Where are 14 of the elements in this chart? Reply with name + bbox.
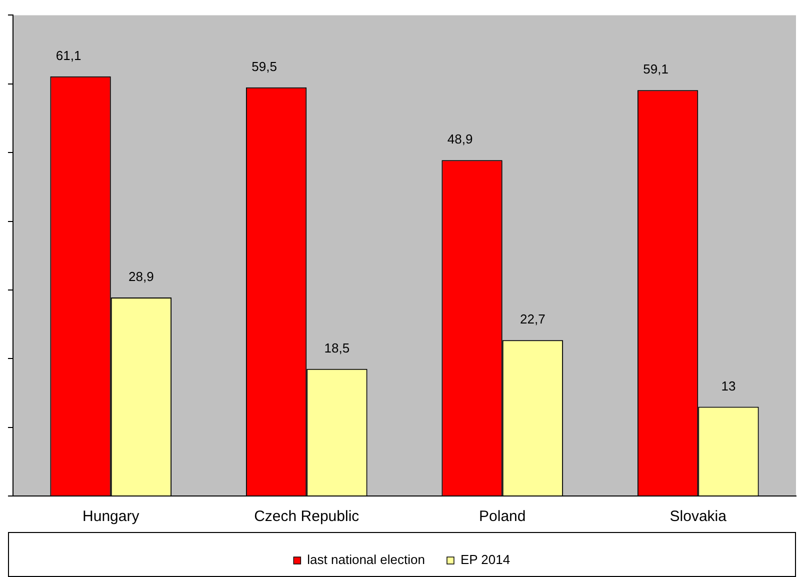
data-label: 28,9: [128, 269, 154, 284]
data-label: 13: [721, 378, 736, 394]
x-tick-label: Hungary: [82, 508, 140, 526]
data-label: 48,9: [447, 132, 473, 147]
legend-label: EP 2014: [460, 552, 510, 568]
data-label: 18,5: [324, 340, 350, 356]
x-tick-label: Slovakia: [670, 508, 728, 526]
x-tick-label: Poland: [479, 508, 526, 526]
data-label: 59,5: [252, 58, 277, 74]
legend-label: last national election: [307, 552, 425, 568]
data-label: 59,1: [643, 62, 668, 77]
x-tick-label: Czech Republic: [254, 508, 360, 526]
data-label: 61,1: [56, 48, 82, 63]
data-label: 22,7: [520, 312, 546, 327]
